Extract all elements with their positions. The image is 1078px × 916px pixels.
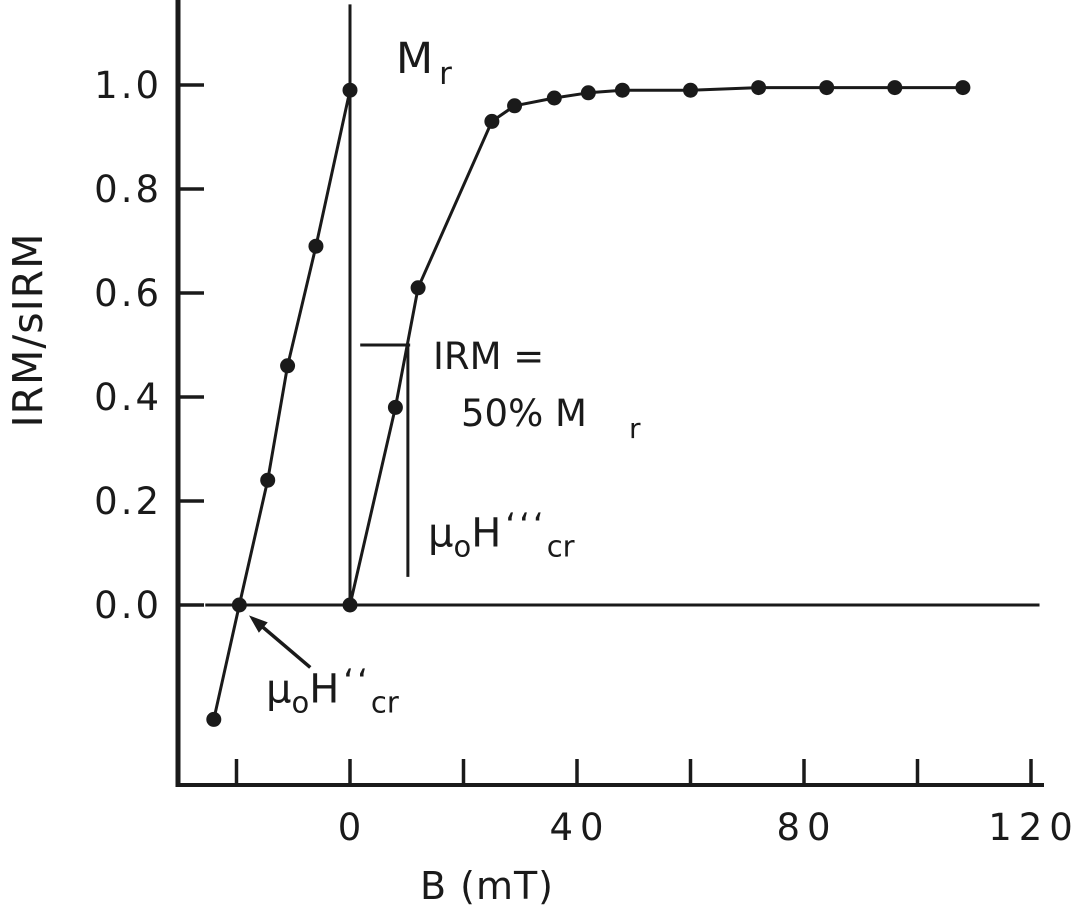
irm-acquisition-point	[955, 80, 971, 96]
x-tick-label: 0	[338, 806, 369, 849]
x-tick-label: 120	[988, 806, 1078, 849]
mu-subscript: o	[291, 685, 310, 720]
y-tick-label: 0.4	[94, 376, 162, 419]
irm-acquisition-point	[342, 597, 358, 613]
hcr-arrow-shaft	[255, 620, 312, 669]
backfield-demagnetization-point	[206, 711, 222, 727]
hcr-backfield-annotation: μoH ‘‘cr	[266, 662, 399, 717]
irm-acquisition-point	[887, 80, 903, 96]
y-tick-label: 0.2	[94, 480, 162, 523]
irm-half-line2-text: 50% M	[461, 392, 587, 436]
irm-half-line2-subscript: r	[628, 411, 641, 445]
backfield-demagnetization-point	[342, 82, 358, 98]
mu-symbol: μ	[428, 510, 454, 557]
cr-subscript: cr	[546, 529, 575, 564]
irm-acquisition-point	[507, 98, 523, 114]
hcr-arrow-head	[248, 615, 268, 633]
irm-half-line2: 50% M r	[433, 385, 640, 442]
irm-acquisition-point	[683, 82, 698, 98]
mr-text: M	[396, 34, 434, 84]
irm-acquisition-point	[387, 399, 403, 415]
irm-acquisition-point	[614, 82, 630, 98]
backfield-demagnetization-point	[308, 238, 324, 254]
y-axis-title: IRM/sIRM	[4, 232, 52, 428]
mu-subscript: o	[453, 529, 472, 564]
irm-acquisition-point	[484, 113, 500, 129]
y-tick-label: 0.6	[94, 272, 162, 315]
mu-symbol: μ	[266, 666, 292, 713]
prime-marks: ‘‘‘	[505, 506, 547, 546]
y-tick-label: 0.8	[94, 168, 162, 211]
irm-half-line1: IRM =	[433, 335, 545, 378]
mr-subscript: r	[439, 55, 452, 92]
x-tick-label: 40	[549, 806, 610, 849]
hcr-acquisition-annotation: μoH ‘‘‘cr	[428, 506, 575, 561]
y-tick-label: 1.0	[94, 64, 162, 107]
x-axis-title: B (mT)	[419, 864, 555, 908]
irm-acquisition-point	[819, 80, 835, 96]
backfield-demagnetization-point	[260, 472, 276, 488]
irm-acquisition-point	[410, 280, 426, 296]
irm-acquisition-point	[751, 80, 767, 96]
prime-marks: ‘‘	[343, 662, 371, 702]
irm-acquisition-point	[580, 85, 596, 101]
y-tick-label: 0.0	[94, 584, 162, 627]
irm-half-annotation: IRM = 50% M r	[433, 328, 640, 443]
h-symbol: H	[309, 666, 340, 713]
backfield-demagnetization-point	[231, 597, 247, 613]
irm-acquisition-point	[546, 90, 562, 106]
backfield-demagnetization-line	[212, 89, 352, 720]
h-symbol: H	[471, 510, 502, 557]
cr-subscript: cr	[370, 685, 399, 720]
x-tick-label: 80	[776, 806, 837, 849]
backfield-demagnetization-point	[280, 358, 296, 374]
